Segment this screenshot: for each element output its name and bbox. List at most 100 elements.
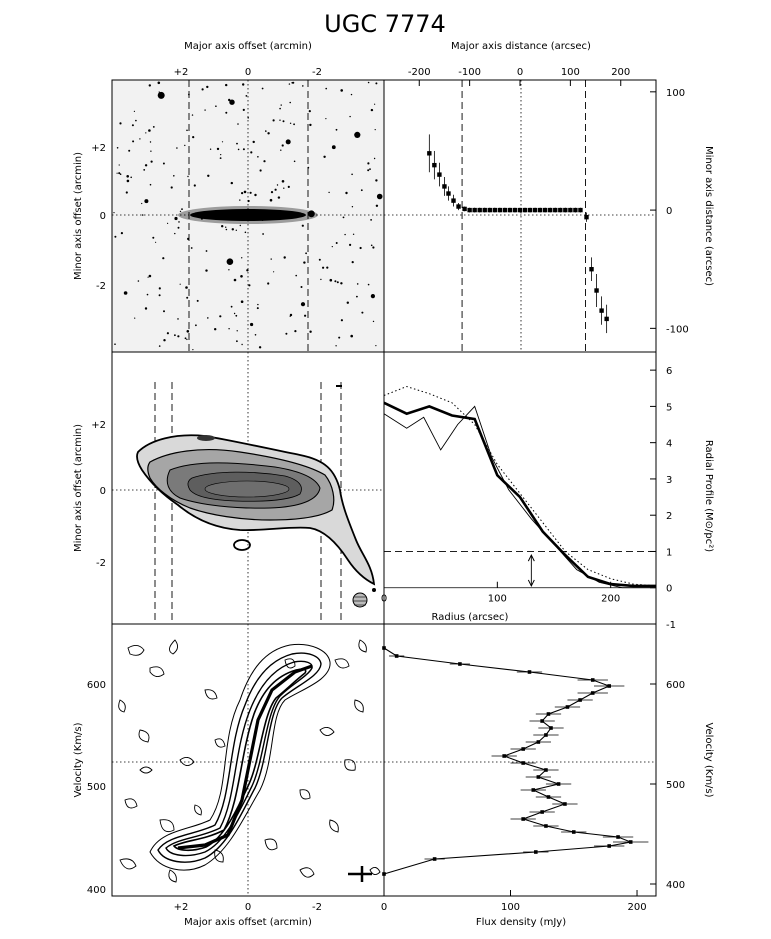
field-star (179, 210, 182, 213)
field-star (114, 235, 117, 238)
field-star (257, 303, 259, 306)
data-point (427, 151, 432, 156)
p5-xtick-2: 0 (245, 902, 251, 913)
field-star (261, 87, 264, 90)
field-star (230, 305, 233, 308)
field-star (244, 231, 247, 234)
p5-ylabel: Velocity (Km/s) (73, 722, 84, 797)
field-star (372, 246, 375, 249)
field-star (346, 301, 349, 304)
p5-ytick-2: 500 (87, 782, 106, 793)
field-star (308, 110, 311, 113)
p4-xtick-label: 100 (488, 594, 507, 605)
field-star (279, 107, 281, 110)
field-star (147, 276, 149, 278)
field-star (356, 295, 358, 298)
data-point (578, 698, 582, 702)
field-star (272, 119, 275, 122)
field-star (178, 221, 180, 223)
p4-ytick-label: 0 (666, 584, 672, 595)
data-point (467, 207, 472, 213)
field-star (119, 173, 122, 175)
field-star (354, 131, 361, 138)
field-star (158, 91, 160, 93)
field-star (349, 243, 352, 246)
field-star (176, 147, 178, 149)
field-star (269, 198, 273, 202)
field-star (344, 233, 346, 236)
data-point (549, 726, 553, 730)
data-point (594, 288, 599, 293)
field-star (226, 258, 234, 266)
field-star (237, 148, 240, 151)
field-star (351, 173, 353, 176)
field-star (239, 199, 241, 201)
field-star (374, 129, 376, 131)
field-star (228, 98, 231, 102)
field-star (273, 271, 275, 273)
data-point (497, 207, 503, 213)
field-star (331, 145, 336, 150)
field-star (231, 228, 234, 231)
field-star (162, 257, 165, 260)
p2-xtick-label: 0 (517, 67, 523, 78)
field-star (190, 247, 193, 249)
field-star (167, 222, 169, 224)
figure-title: UGC 7774 (324, 10, 446, 38)
top-right-xlabel: Major axis distance (arcsec) (451, 41, 591, 52)
field-star (342, 216, 345, 219)
field-star (133, 110, 135, 112)
field-star (236, 330, 238, 332)
field-star (263, 160, 266, 163)
data-point (521, 761, 525, 765)
field-star (220, 154, 222, 156)
field-star (318, 258, 321, 261)
field-star (177, 226, 180, 229)
field-star (225, 83, 228, 87)
field-star (118, 172, 121, 175)
field-star (228, 269, 230, 271)
p4-ytick-label: 5 (666, 402, 672, 413)
field-star (293, 123, 295, 126)
field-star (219, 315, 222, 318)
field-star (351, 206, 354, 208)
field-star (376, 193, 383, 200)
field-star (254, 334, 257, 336)
data-point (456, 204, 461, 209)
field-star (207, 317, 209, 319)
data-point (553, 207, 558, 213)
field-star (192, 136, 195, 139)
field-star (240, 275, 243, 278)
p6-xtick-label: 0 (381, 902, 387, 913)
field-star (250, 151, 253, 154)
profile-thin-line (383, 405, 656, 589)
field-star (185, 286, 188, 289)
p1-ytick-2: 0 (100, 211, 106, 222)
field-star (373, 157, 376, 160)
field-star (152, 236, 155, 239)
field-star (146, 293, 149, 296)
data-point (544, 824, 548, 828)
p6-ytick-label: 400 (666, 880, 685, 891)
field-star (374, 103, 376, 105)
field-star (196, 299, 199, 302)
data-point (590, 678, 595, 682)
data-point (492, 207, 498, 213)
data-point (604, 316, 609, 322)
field-star (216, 147, 220, 151)
field-star (338, 336, 341, 339)
field-star (370, 244, 373, 247)
p4-ylabel: Radial Profile (M⊙/pc²) (703, 440, 714, 552)
field-star (375, 204, 379, 207)
field-star (233, 278, 237, 282)
field-star (225, 228, 228, 231)
field-star (184, 144, 186, 147)
field-star (285, 332, 288, 335)
hi-map-panel: +2 0 -2 Minor axis offset (arcmin) (73, 351, 385, 625)
field-star (135, 119, 137, 122)
data-point (544, 733, 548, 737)
field-star (249, 191, 252, 194)
field-star (158, 287, 161, 290)
data-point (599, 308, 604, 313)
field-star (130, 176, 132, 179)
